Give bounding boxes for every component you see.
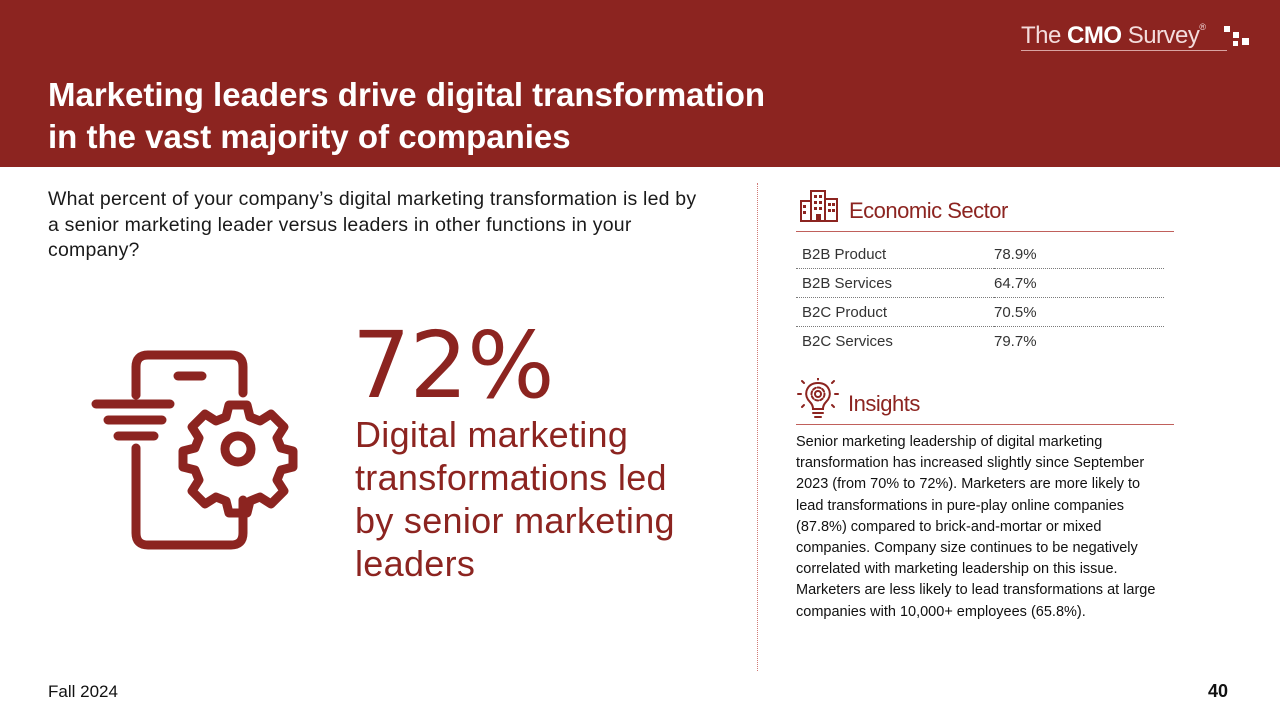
- sector-value: 64.7%: [994, 268, 1164, 298]
- economic-sector-rule: [796, 231, 1174, 232]
- sector-value: 70.5%: [994, 297, 1164, 327]
- edition-label: Fall 2024: [48, 682, 118, 701]
- sector-value: 79.7%: [994, 332, 1037, 350]
- insights-text: Senior marketing leadership of digital m…: [796, 434, 1156, 620]
- lightbulb-gear-icon: [797, 378, 839, 418]
- logo-suffix: Survey: [1121, 22, 1200, 49]
- headline-stat-description: Digital marketing transformations led by…: [355, 414, 675, 584]
- buildings-icon: [800, 190, 838, 222]
- table-row: B2B Product 78.9%: [796, 240, 1164, 269]
- title-line-2: in the vast majority of companies: [48, 118, 571, 155]
- page-title: Marketing leaders drive digital transfor…: [48, 74, 828, 158]
- logo-bold: CMO: [1067, 22, 1122, 49]
- table-row: B2C Product 70.5%: [796, 297, 1164, 327]
- logo-dots-icon: [1224, 26, 1249, 46]
- insights-title: Insights: [848, 391, 920, 416]
- cmo-survey-logo: The CMO Survey®: [1021, 22, 1206, 52]
- header-banner: Marketing leaders drive digital transfor…: [0, 0, 1280, 167]
- economic-sector-title: Economic Sector: [849, 198, 1008, 223]
- phone-gear-icon: [91, 350, 298, 550]
- headline-stat: 72%: [352, 312, 554, 419]
- logo-registered-mark: ®: [1199, 22, 1206, 32]
- economic-sector-table: B2B Product 78.9% B2B Services 64.7% B2C…: [796, 240, 1164, 355]
- sector-label: B2C Services: [802, 332, 893, 350]
- title-line-1: Marketing leaders drive digital transfor…: [48, 76, 766, 113]
- table-row: B2B Services 64.7%: [796, 268, 1164, 298]
- insights-rule: [796, 424, 1174, 425]
- sector-value: 78.9%: [994, 240, 1164, 269]
- survey-question: What percent of your company’s digital m…: [48, 188, 697, 261]
- sector-label: B2C Product: [796, 297, 994, 327]
- column-divider: [757, 183, 758, 671]
- logo-prefix: The: [1021, 22, 1068, 49]
- table-row: B2C Services 79.7%: [796, 327, 1164, 356]
- sector-label: B2B Product: [796, 240, 994, 269]
- sector-label: B2B Services: [796, 268, 994, 298]
- page-number: 40: [1208, 681, 1229, 701]
- logo-underline: [1021, 50, 1227, 51]
